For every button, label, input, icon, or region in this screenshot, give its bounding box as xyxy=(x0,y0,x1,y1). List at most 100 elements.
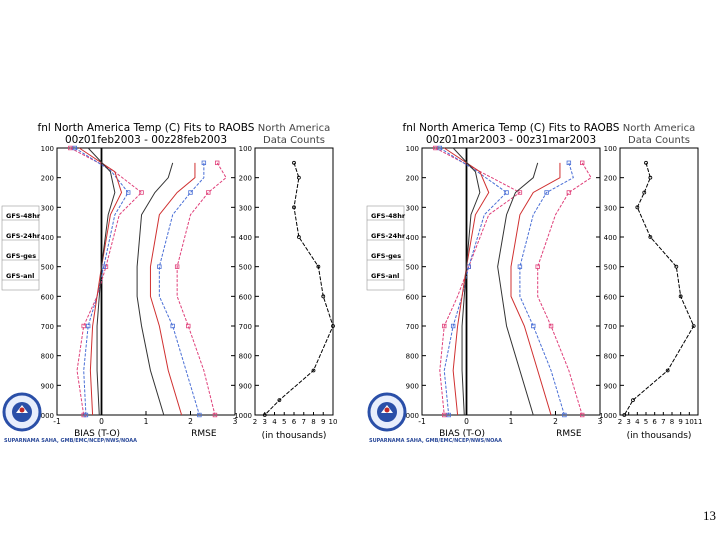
y-tick-label: 500 xyxy=(41,264,54,272)
y-tick-label: 900 xyxy=(41,382,54,390)
x-tick-label: -1 xyxy=(53,417,61,426)
counts-point xyxy=(331,324,335,328)
x-tick-label: 3 xyxy=(233,417,238,426)
series-line-GFS-ges-rmse xyxy=(510,162,561,416)
counts-title: North America xyxy=(258,123,330,134)
y-tick-label: 200 xyxy=(406,175,419,183)
counts-y-tick-label: 800 xyxy=(604,353,617,361)
counts-line xyxy=(264,162,334,416)
counts-x-tick-label: 2 xyxy=(618,418,622,426)
y-tick-label: 100 xyxy=(41,145,54,153)
data-point xyxy=(446,412,451,418)
legend-item-1: GFS-48hr xyxy=(6,212,41,220)
counts-point xyxy=(691,324,696,328)
data-point xyxy=(566,160,572,166)
data-point xyxy=(157,264,162,269)
counts-point xyxy=(678,294,683,299)
legend-item-1: GFS-48hr xyxy=(371,212,406,220)
chart-subtitle: 00z01feb2003 - 00z28feb2003 xyxy=(65,134,227,146)
data-point xyxy=(442,412,447,418)
data-point xyxy=(580,160,585,166)
nws-logo-icon xyxy=(2,392,42,432)
x-tick-label: 2 xyxy=(553,417,558,426)
footer-credit: SUPARNAMA SAHA, GMB/EMC/NCEP/NWS/NOAA xyxy=(369,438,502,444)
counts-point xyxy=(311,368,316,373)
counts-point xyxy=(262,413,267,417)
counts-frame xyxy=(254,147,334,416)
counts-frame xyxy=(619,147,699,416)
counts-point xyxy=(665,368,670,373)
data-point xyxy=(83,412,89,418)
nws-logo-icon xyxy=(367,392,407,432)
counts-y-tick-label: 100 xyxy=(239,145,252,153)
series-line-GFS-24hr-bias xyxy=(439,147,508,416)
series-line-GFS-48hr-bias xyxy=(70,147,143,416)
counts-y-tick-label: 700 xyxy=(239,323,252,331)
counts-y-tick-label: 300 xyxy=(239,204,252,212)
data-point xyxy=(170,323,175,329)
series-line-GFS-anl-bias xyxy=(452,147,481,416)
x-axis-label-bias: BIAS (T-O) xyxy=(439,429,485,439)
data-point xyxy=(81,323,86,329)
legend: GFS-48hr GFS-24hr GFS-ges GFS-anl xyxy=(1,205,41,291)
counts-point xyxy=(292,205,296,210)
counts-point xyxy=(277,398,282,403)
data-point xyxy=(517,190,523,195)
data-point xyxy=(437,145,442,151)
counts-point xyxy=(631,398,635,403)
y-tick-label: 500 xyxy=(406,264,419,272)
y-tick-label: 300 xyxy=(41,204,54,212)
counts-x-tick-label: 6 xyxy=(292,418,297,426)
counts-y-tick-label: 400 xyxy=(604,234,617,242)
series-line-GFS-48hr-rmse xyxy=(537,162,592,416)
data-point xyxy=(68,145,73,151)
counts-y-tick-label: 200 xyxy=(239,175,252,183)
data-point xyxy=(504,190,509,195)
series-line-GFS-anl-rmse xyxy=(497,162,539,416)
counts-title: North America xyxy=(623,123,695,134)
y-tick-label: 700 xyxy=(406,323,419,331)
y-tick-label: 1000 xyxy=(401,412,419,420)
series-line-GFS-24hr-rmse xyxy=(158,162,205,416)
legend-item-3: GFS-ges xyxy=(6,252,36,260)
data-point xyxy=(206,190,211,195)
y-tick-label: 700 xyxy=(41,323,54,331)
y-tick-label: 900 xyxy=(406,382,419,390)
data-point xyxy=(201,160,207,166)
data-point xyxy=(197,412,202,418)
data-point xyxy=(450,323,456,329)
data-point xyxy=(531,323,536,329)
chart-panel-2: fnl North America Temp (C) Fits to RAOBS… xyxy=(366,122,702,444)
x-tick-label: 1 xyxy=(144,417,149,426)
data-point xyxy=(566,190,572,195)
counts-subtitle: Data Counts xyxy=(263,135,325,146)
counts-y-tick-label: 100 xyxy=(604,145,617,153)
counts-point xyxy=(635,205,640,210)
counts-x-tick-label: 3 xyxy=(626,418,630,426)
data-point xyxy=(442,323,447,329)
counts-x-tick-label: 7 xyxy=(661,418,665,426)
counts-x-tick-label: 5 xyxy=(644,418,648,426)
data-point xyxy=(81,412,86,418)
counts-point xyxy=(292,160,296,165)
data-point xyxy=(562,412,567,418)
data-point xyxy=(126,190,131,195)
counts-point xyxy=(674,264,679,269)
data-point xyxy=(212,412,218,418)
counts-y-tick-label: 200 xyxy=(604,175,617,183)
counts-x-tick-label: 2 xyxy=(253,418,257,426)
x-axis-label-rmse: RMSE xyxy=(191,429,217,439)
counts-subtitle: Data Counts xyxy=(628,135,690,146)
y-tick-label: 400 xyxy=(41,234,54,242)
data-point xyxy=(188,190,193,195)
counts-x-tick-label: 5 xyxy=(282,418,286,426)
logo-dot xyxy=(384,407,390,413)
counts-x-tick-label: 8 xyxy=(670,418,674,426)
legend: GFS-48hr GFS-24hr GFS-ges GFS-anl xyxy=(366,205,406,291)
counts-x-tick-label: 9 xyxy=(321,418,325,426)
x-tick-label: -1 xyxy=(418,417,426,426)
counts-point xyxy=(622,413,627,417)
page-number: 13 xyxy=(703,508,716,523)
counts-x-tick-label: 10 xyxy=(329,418,338,426)
